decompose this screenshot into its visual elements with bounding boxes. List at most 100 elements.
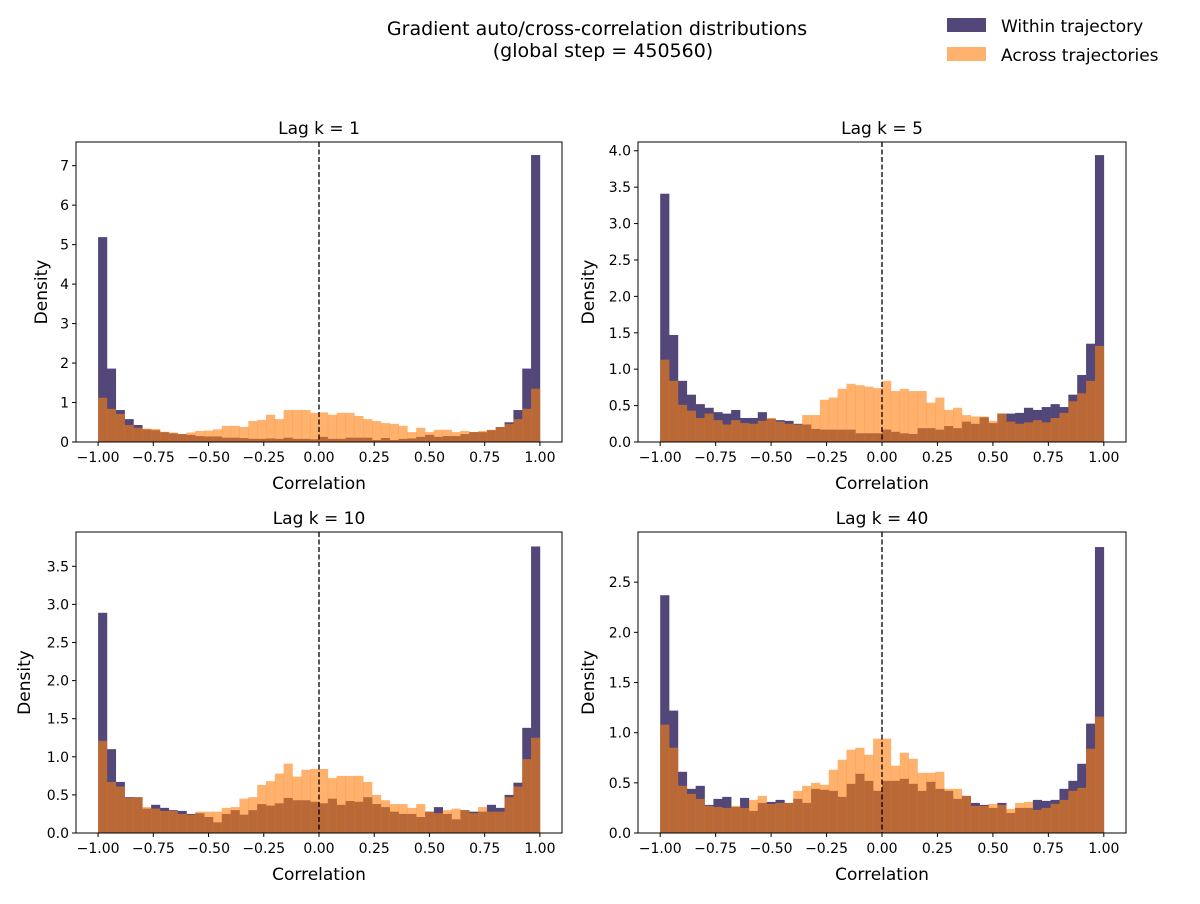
histogram-bar xyxy=(979,805,989,833)
histogram-bar xyxy=(811,415,821,442)
histogram-bar xyxy=(677,404,688,442)
y-tick-label: 3.0 xyxy=(47,597,69,613)
histogram-bar xyxy=(1068,401,1078,442)
y-tick-label: 2.5 xyxy=(609,253,631,269)
figure-title-line2: (global step = 450560) xyxy=(493,40,713,62)
histogram-bar xyxy=(425,432,435,442)
y-tick-label: 2.0 xyxy=(609,289,631,305)
histogram-bar xyxy=(677,785,688,833)
histogram-bar xyxy=(106,781,117,833)
histogram-bar xyxy=(793,790,803,833)
histogram-bar xyxy=(1006,421,1016,442)
histogram-bar xyxy=(1050,417,1060,442)
x-tick-label: 0.25 xyxy=(922,450,953,466)
x-tick-label: 0.75 xyxy=(1033,450,1064,466)
histogram-bar xyxy=(389,423,399,442)
histogram-bar xyxy=(98,612,108,833)
histogram-bar xyxy=(221,807,231,833)
subplot-4: −1.00 −0.75 −0.50 −0.25 0.00 0.25 0.50 0.75 1.00… xyxy=(579,509,1127,885)
histogram-bar xyxy=(686,793,696,833)
x-tick-label: 1.00 xyxy=(1088,841,1119,857)
x-tick-label: 0.50 xyxy=(414,841,445,857)
histogram-bar xyxy=(354,415,364,442)
y-tick-label: 1.0 xyxy=(609,726,631,742)
histogram-bar xyxy=(1015,802,1025,833)
x-tick-label: −0.75 xyxy=(132,841,175,857)
histogram-bar xyxy=(713,806,723,833)
histogram-bar xyxy=(997,804,1007,833)
histogram-bar xyxy=(283,410,293,442)
histogram-bar xyxy=(495,427,505,442)
y-tick-label: 0 xyxy=(60,435,69,451)
histogram-bar xyxy=(433,429,444,442)
y-tick-label: 0.0 xyxy=(609,435,631,451)
histogram-bar xyxy=(168,432,178,442)
histogram-bar xyxy=(1023,801,1034,833)
x-tick-label: 0.00 xyxy=(303,841,334,857)
y-tick-label: 2 xyxy=(60,356,69,372)
histogram-bar xyxy=(944,788,954,833)
histogram-bar xyxy=(1015,423,1025,442)
figure-title-line1: Gradient auto/cross-correlation distribu… xyxy=(387,18,807,40)
histogram-bar xyxy=(846,749,856,833)
x-tick-label: −0.75 xyxy=(694,841,737,857)
histogram-bar xyxy=(1041,807,1051,833)
histogram-bar xyxy=(451,808,461,833)
x-tick-label: 0.00 xyxy=(303,450,334,466)
x-tick-label: −0.50 xyxy=(187,450,230,466)
y-axis-label: Density xyxy=(32,260,52,325)
histogram-bar xyxy=(669,380,679,442)
histogram-bar xyxy=(722,807,732,833)
histogram-bar xyxy=(775,802,785,833)
x-tick-label: 0.50 xyxy=(414,450,445,466)
histogram-bar xyxy=(784,802,794,833)
histogram-bar xyxy=(177,434,187,442)
x-axis-label: Correlation xyxy=(835,865,929,885)
histogram-bar xyxy=(660,193,670,442)
x-tick-label: 0.50 xyxy=(977,841,1008,857)
histogram-bar xyxy=(363,419,373,442)
histogram-bar xyxy=(531,388,541,442)
histogram-bar xyxy=(159,810,170,833)
histogram-bar xyxy=(531,546,541,833)
x-tick-label: −0.75 xyxy=(132,450,175,466)
histogram-bar xyxy=(486,429,497,442)
histogram-bar xyxy=(1086,748,1096,833)
x-tick-label: 1.00 xyxy=(1088,450,1119,466)
histogram-bar xyxy=(740,423,750,442)
y-axis-label: Density xyxy=(579,260,599,325)
histogram-bar xyxy=(855,747,865,833)
histogram-bar xyxy=(257,784,267,833)
y-tick-label: 7 xyxy=(60,159,69,175)
histogram-bar xyxy=(310,768,320,833)
x-tick-label: −0.25 xyxy=(242,841,285,857)
histogram-bar xyxy=(1094,155,1105,442)
histogram-bar xyxy=(997,413,1007,442)
y-axis-label: Density xyxy=(579,650,599,715)
histogram-bar xyxy=(979,416,989,442)
histogram-bar xyxy=(425,811,435,833)
histogram-bar xyxy=(917,391,927,442)
histogram-bar xyxy=(398,804,408,833)
x-tick-label: −1.00 xyxy=(639,841,682,857)
histogram-bar xyxy=(389,804,399,833)
y-tick-label: 0.0 xyxy=(609,826,631,842)
histogram-bar xyxy=(952,407,963,442)
histogram-bar xyxy=(531,737,541,833)
y-tick-label: 0.5 xyxy=(609,776,631,792)
series-across xyxy=(98,737,541,833)
histogram-bar xyxy=(1094,716,1105,833)
histogram-bar xyxy=(531,155,541,443)
histogram-bar xyxy=(265,414,276,442)
histogram-bar xyxy=(757,795,767,833)
histogram-bar xyxy=(988,803,998,833)
y-tick-label: 3 xyxy=(60,317,69,333)
y-tick-label: 0.5 xyxy=(47,788,69,804)
histogram-bar xyxy=(204,811,214,833)
histogram-bar xyxy=(168,810,178,833)
subplot-1: −1.00 −0.75 −0.50 −0.25 0.00 0.25 0.50 0.75 1.00… xyxy=(32,119,563,494)
histogram-bar xyxy=(319,768,329,833)
histogram-bar xyxy=(944,409,954,442)
histogram-bar xyxy=(935,771,945,833)
histogram-bar xyxy=(899,388,909,442)
